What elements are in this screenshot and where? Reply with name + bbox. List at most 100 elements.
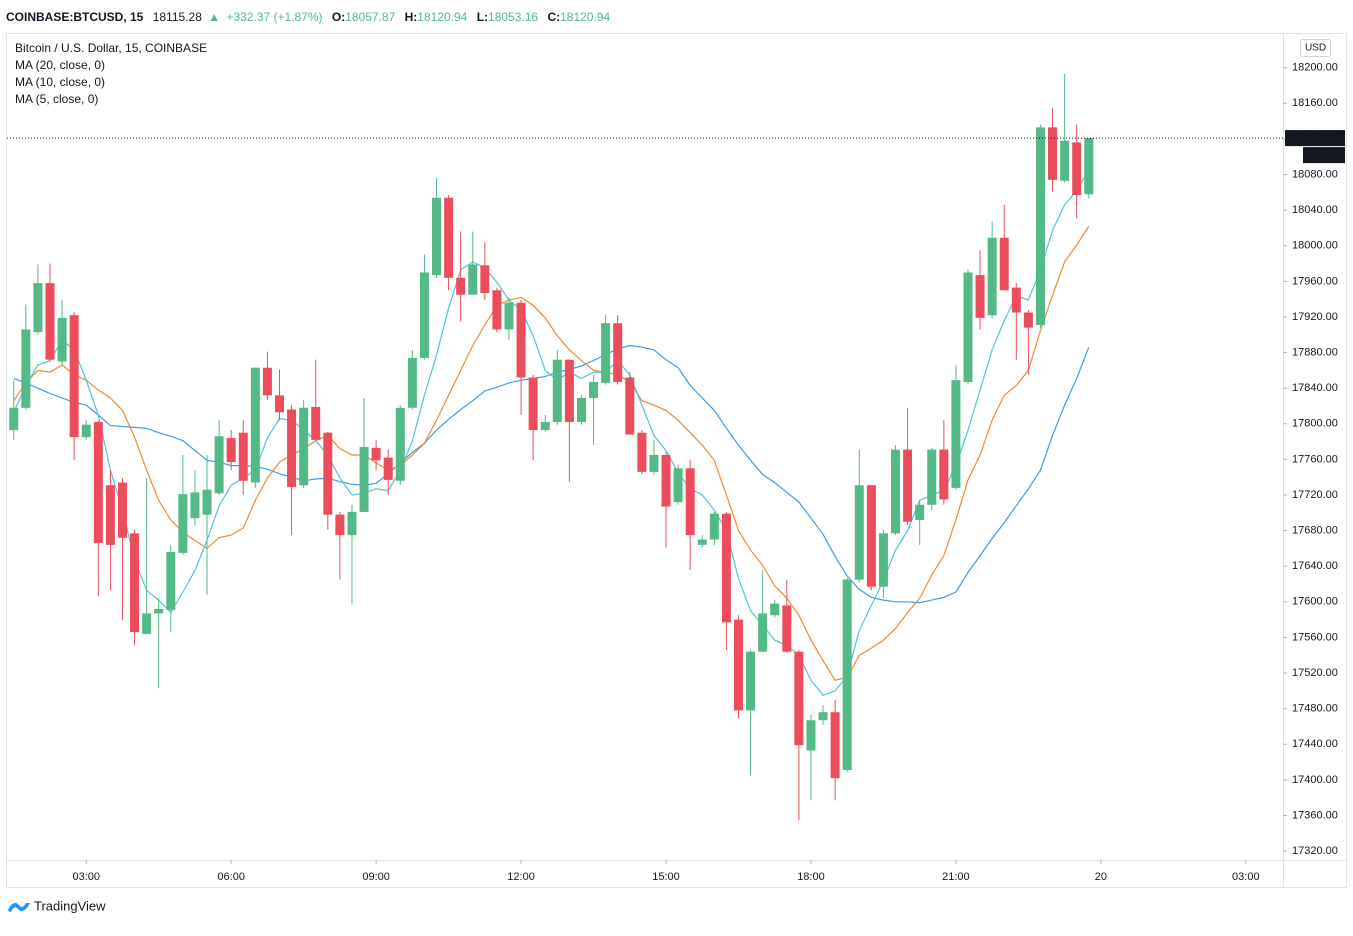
candle-body bbox=[878, 533, 888, 587]
last-price-tag bbox=[1285, 130, 1345, 147]
candle-body bbox=[733, 619, 743, 711]
moving-average-line bbox=[13, 169, 1090, 697]
chart-frame bbox=[6, 33, 1347, 888]
y-tick-label: 17720.00 bbox=[1292, 489, 1338, 501]
y-tick-label: 17640.00 bbox=[1292, 560, 1338, 572]
candle-body bbox=[202, 489, 212, 515]
y-tick-label: 17800.00 bbox=[1292, 418, 1338, 430]
candle-body bbox=[407, 357, 417, 408]
x-tick-label: 06:00 bbox=[217, 871, 245, 883]
y-tick-label: 18000.00 bbox=[1292, 240, 1338, 252]
candle-body bbox=[371, 447, 381, 461]
y-tick-label: 18160.00 bbox=[1292, 97, 1338, 109]
x-tick-label: 12:00 bbox=[507, 871, 535, 883]
candle-body bbox=[299, 407, 309, 486]
change-arrow: ▲ bbox=[208, 10, 220, 24]
candle-body bbox=[685, 468, 695, 536]
candle-body bbox=[142, 613, 152, 634]
y-tick-label: 17680.00 bbox=[1292, 525, 1338, 537]
chart-title: Bitcoin / U.S. Dollar, 15, COINBASE bbox=[15, 41, 207, 55]
candle-body bbox=[250, 367, 260, 483]
candle-body bbox=[1035, 127, 1045, 325]
candle-body bbox=[214, 436, 224, 494]
candle-body bbox=[57, 317, 67, 362]
candle-body bbox=[842, 579, 852, 771]
ohlc-value: 18057.87 bbox=[345, 10, 395, 24]
x-tick-label: 18:00 bbox=[797, 871, 825, 883]
candle-body bbox=[915, 504, 925, 520]
candle-body bbox=[891, 449, 901, 534]
candle-body bbox=[504, 302, 514, 330]
candle-body bbox=[709, 513, 719, 540]
y-tick-label: 17360.00 bbox=[1292, 809, 1338, 821]
candle-body bbox=[830, 712, 840, 779]
axes: 17320.00 17360.00 17400.00 17440.00 17480.00… bbox=[72, 62, 1345, 883]
countdown-tag bbox=[1303, 147, 1345, 164]
currency-badge[interactable] bbox=[1300, 39, 1331, 57]
y-tick-label: 17880.00 bbox=[1292, 346, 1338, 358]
y-tick-label: 17520.00 bbox=[1292, 667, 1338, 679]
y-tick-label: 17560.00 bbox=[1292, 631, 1338, 643]
candle-body bbox=[770, 603, 780, 616]
candle-body bbox=[468, 264, 478, 295]
candle-body bbox=[1084, 138, 1094, 195]
candle-body bbox=[444, 197, 454, 278]
candle-body bbox=[105, 485, 115, 545]
candle-body bbox=[613, 323, 623, 382]
candle-body bbox=[262, 367, 272, 396]
candle-body bbox=[1011, 287, 1021, 313]
candle-body bbox=[963, 272, 973, 382]
candle-body bbox=[782, 605, 792, 652]
plot bbox=[7, 73, 1283, 820]
candle-body bbox=[576, 397, 586, 423]
candle-body bbox=[9, 407, 19, 431]
y-tick-label: 18040.00 bbox=[1292, 204, 1338, 216]
candle-body bbox=[492, 290, 502, 330]
candle-body bbox=[335, 514, 345, 536]
candle-body bbox=[383, 457, 393, 480]
candle-body bbox=[238, 432, 248, 481]
candle-body bbox=[1048, 127, 1058, 180]
y-tick-label: 17320.00 bbox=[1292, 845, 1338, 857]
candle-body bbox=[601, 323, 611, 383]
candle-body bbox=[21, 329, 31, 408]
x-tick-label: 09:00 bbox=[362, 871, 390, 883]
legend-entry: MA (5, close, 0) bbox=[15, 92, 98, 106]
candle-body bbox=[190, 492, 200, 519]
last-price-label: 18120.94 bbox=[1292, 132, 1339, 144]
candle-body bbox=[130, 533, 140, 633]
candle-body bbox=[552, 359, 562, 423]
candle-body bbox=[866, 485, 876, 587]
candle-body bbox=[45, 283, 55, 360]
logo-icon bbox=[8, 903, 30, 912]
candle-body bbox=[697, 539, 707, 545]
candle-body bbox=[419, 272, 429, 358]
symbol: COINBASE:BTCUSD, 15 bbox=[6, 10, 144, 24]
candle-body bbox=[395, 407, 405, 481]
y-tick-label: 18080.00 bbox=[1292, 168, 1338, 180]
y-tick-label: 17760.00 bbox=[1292, 453, 1338, 465]
y-tick-label: 17400.00 bbox=[1292, 774, 1338, 786]
x-tick-label: 03:00 bbox=[1232, 871, 1260, 883]
candle-body bbox=[939, 449, 949, 500]
candle-body bbox=[1060, 140, 1070, 181]
moving-average-line bbox=[13, 225, 1090, 681]
candle-body bbox=[117, 482, 127, 538]
candle-body bbox=[33, 283, 43, 333]
x-tick-label: 20 bbox=[1095, 871, 1107, 883]
ohlc-label: C: bbox=[547, 10, 560, 24]
candle-body bbox=[69, 315, 79, 438]
y-tick-label: 17600.00 bbox=[1292, 596, 1338, 608]
candle-body bbox=[456, 277, 466, 295]
legend-entry: MA (10, close, 0) bbox=[15, 75, 105, 89]
candle-body bbox=[564, 359, 574, 423]
candle-body bbox=[274, 395, 284, 413]
ohlc-label: H: bbox=[405, 10, 418, 24]
candle-body bbox=[806, 720, 816, 751]
candle-body bbox=[480, 265, 490, 293]
candle-body bbox=[987, 237, 997, 316]
candle-body bbox=[359, 446, 369, 512]
candle-body bbox=[81, 424, 91, 438]
